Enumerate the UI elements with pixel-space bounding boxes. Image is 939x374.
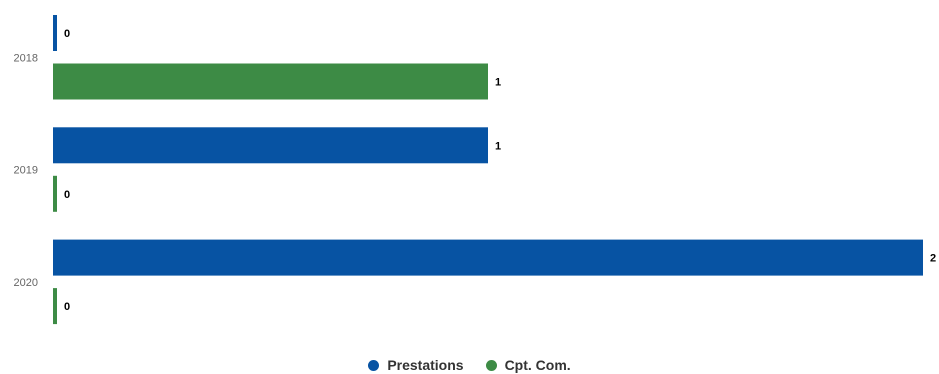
- legend-item-cpt-com[interactable]: Cpt. Com.: [485, 357, 571, 373]
- data-label-cpt-com-2020: 0: [64, 301, 70, 313]
- data-label-prestations-2019: 1: [495, 140, 501, 152]
- category-label-2019: 2019: [14, 165, 38, 177]
- bar-cpt-com-2019[interactable]: [53, 175, 57, 212]
- legend: Prestations Cpt. Com.: [0, 356, 939, 374]
- legend-marker-cpt-com: [485, 359, 497, 371]
- data-label-prestations-2018: 0: [64, 28, 70, 40]
- bar-prestations-2020[interactable]: [53, 239, 923, 276]
- legend-item-prestations[interactable]: Prestations: [368, 357, 464, 373]
- bar-cpt-com-2020[interactable]: [53, 288, 57, 325]
- legend-label-cpt-com: Cpt. Com.: [504, 357, 571, 373]
- bar-cpt-com-2018[interactable]: [53, 63, 488, 100]
- bar-prestations-2019[interactable]: [53, 127, 488, 164]
- data-label-cpt-com-2019: 0: [64, 189, 70, 201]
- category-label-2018: 2018: [14, 52, 38, 64]
- data-label-prestations-2020: 2: [930, 253, 936, 265]
- category-label-2020: 2020: [14, 277, 38, 289]
- data-label-cpt-com-2018: 1: [495, 77, 501, 89]
- bar-prestations-2018[interactable]: [53, 15, 57, 51]
- legend-marker-prestations: [368, 359, 380, 371]
- legend-label-prestations: Prestations: [387, 357, 464, 373]
